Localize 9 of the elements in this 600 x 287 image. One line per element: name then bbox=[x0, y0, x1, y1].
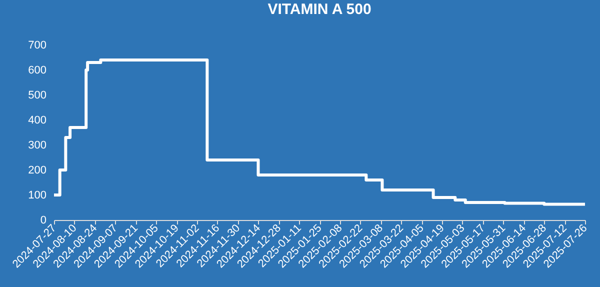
y-tick-label: 600 bbox=[28, 64, 46, 76]
y-tick-label: 400 bbox=[28, 114, 46, 126]
y-tick-label: 100 bbox=[28, 190, 46, 202]
y-tick-label: 300 bbox=[28, 140, 46, 152]
y-tick-label: 700 bbox=[28, 40, 46, 52]
y-tick-label: 200 bbox=[28, 164, 46, 176]
y-tick-label: 500 bbox=[28, 90, 46, 102]
chart-title: VITAMIN A 500 bbox=[268, 1, 372, 18]
y-tick-label: 0 bbox=[40, 214, 46, 226]
